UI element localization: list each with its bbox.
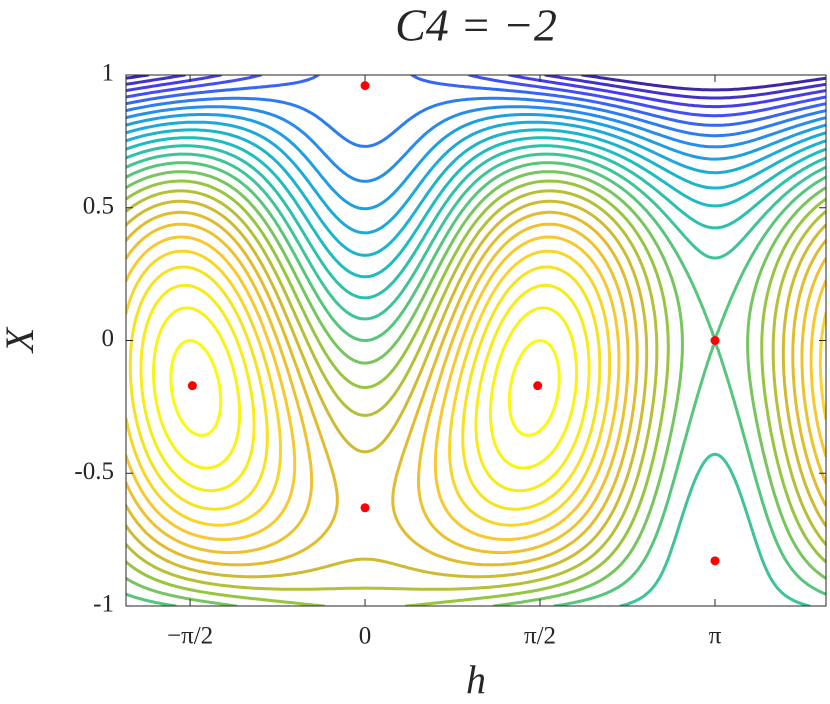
y-tick-label: 0.5	[83, 192, 114, 219]
x-tick-label: π	[709, 623, 722, 650]
x-axis-label: h	[466, 657, 486, 702]
contour-line	[126, 75, 826, 118]
x-tick-label: π/2	[524, 623, 556, 650]
contour-line	[126, 105, 826, 183]
chart-title: C4 = −2	[395, 0, 557, 51]
contour-line	[152, 306, 579, 470]
contour-line	[126, 179, 826, 606]
y-tick-label: 1	[102, 60, 115, 87]
contour-group	[126, 75, 826, 606]
contour-line	[126, 161, 826, 606]
critical-point	[710, 556, 720, 566]
y-tick-label: -1	[93, 591, 114, 618]
contour-line	[126, 210, 826, 567]
contour-line	[126, 128, 826, 257]
contour-line	[126, 170, 826, 606]
contour-line	[126, 75, 826, 127]
contour-line	[126, 235, 826, 541]
y-tick-label: 0	[102, 325, 115, 352]
contour-line	[126, 199, 826, 579]
contour-line	[126, 189, 826, 591]
contour-line	[169, 339, 561, 437]
contour-line	[126, 75, 826, 109]
contour-line	[126, 249, 826, 527]
contour-line	[126, 136, 826, 279]
critical-point	[187, 381, 197, 391]
contour-line	[126, 222, 826, 555]
x-tick-label: −π/2	[167, 623, 213, 650]
critical-point	[533, 381, 543, 391]
x-tick-label: 0	[359, 623, 372, 650]
contour-line	[126, 75, 826, 100]
contour-line	[126, 113, 826, 211]
contour-line	[128, 265, 602, 511]
y-axis-label: X	[0, 326, 42, 354]
contour-line	[126, 75, 826, 92]
contour-line	[126, 144, 826, 300]
y-tick-label: -0.5	[74, 458, 114, 485]
critical-point	[360, 81, 370, 91]
contour-line	[126, 96, 826, 148]
critical-point	[710, 336, 720, 345]
critical-point	[360, 503, 370, 513]
contour-line	[126, 120, 826, 235]
contour-line	[139, 283, 591, 493]
